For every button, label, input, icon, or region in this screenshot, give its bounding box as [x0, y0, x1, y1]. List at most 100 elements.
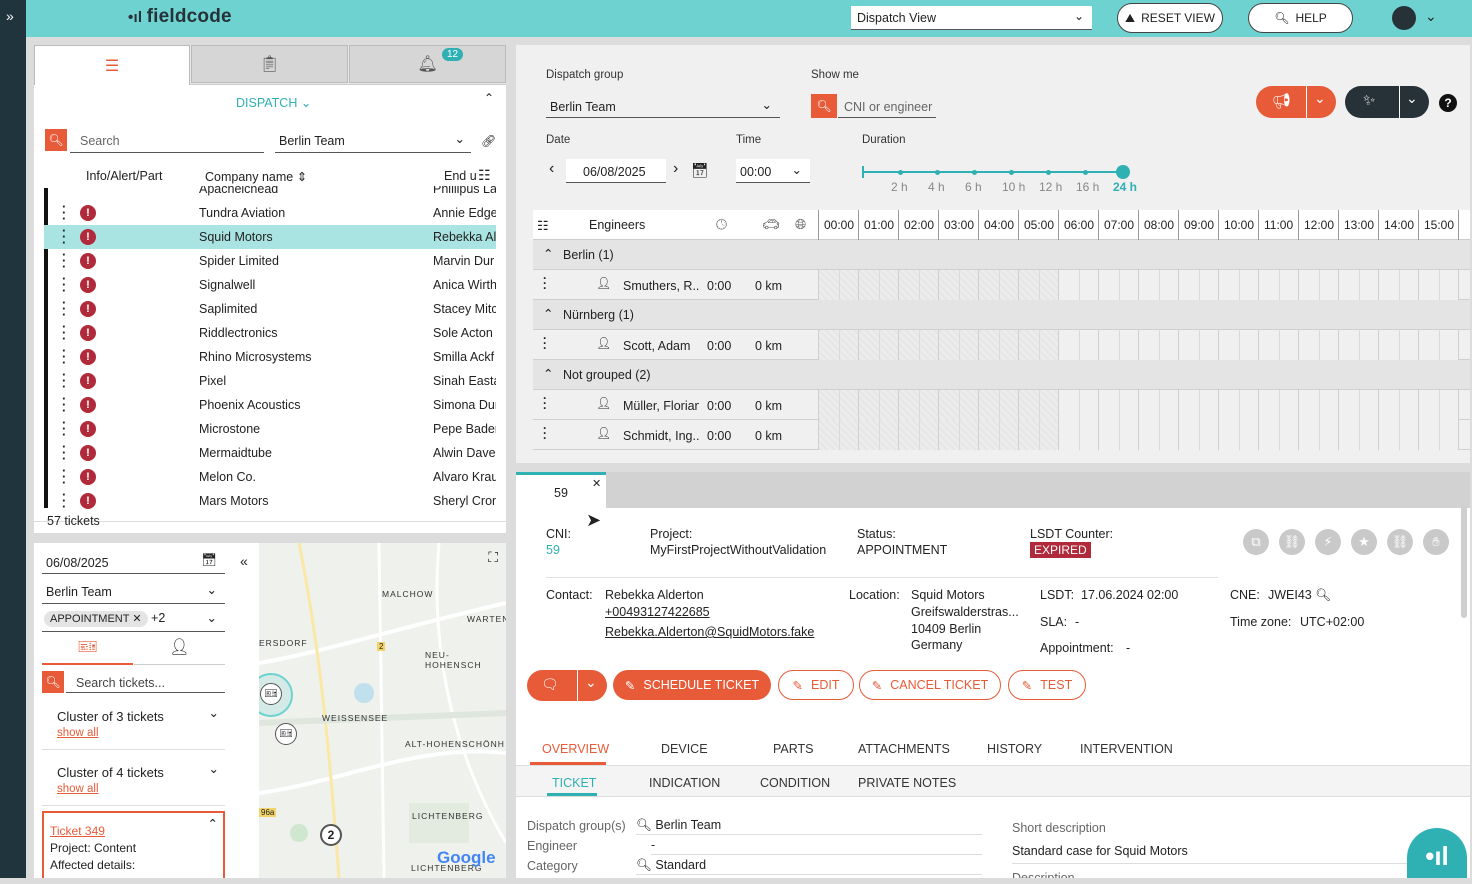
map[interactable]: MALCHOW WARTEN ERSDORF NEU-HOHENSCH WEIS…: [259, 543, 506, 878]
table-row[interactable]: · · ·! Melon Co. Alvaro Kraul: [44, 464, 496, 489]
timeline-cell[interactable]: [858, 420, 898, 450]
timeline-cell[interactable]: [1418, 390, 1458, 420]
search-tickets-input[interactable]: Search tickets...: [66, 671, 225, 693]
row-menu-icon[interactable]: · · ·: [62, 415, 66, 442]
duration-step-dot[interactable]: [1009, 170, 1014, 175]
cancel-ticket-button[interactable]: ✎ CANCEL TICKET: [859, 670, 1001, 700]
table-row[interactable]: · · ·! Riddlectronics Sole Acton: [44, 320, 496, 345]
row-menu-icon[interactable]: · · ·: [543, 331, 547, 355]
megaphone-icon[interactable]: 📢︎: [1272, 93, 1292, 110]
timeline-cell[interactable]: [1138, 270, 1178, 300]
duration-step-dot[interactable]: [1046, 170, 1051, 175]
row-menu-icon[interactable]: · · ·: [62, 247, 66, 274]
timeline-cell[interactable]: [1298, 390, 1338, 420]
search-input[interactable]: Search: [70, 129, 264, 153]
row-menu-icon[interactable]: · · ·: [62, 199, 66, 226]
timeline-cell[interactable]: [938, 270, 978, 300]
contact-phone-link[interactable]: +00493127422685: [605, 605, 710, 619]
timeline-cell[interactable]: [1298, 270, 1338, 300]
collapsed-sidebar[interactable]: »: [0, 0, 26, 878]
globe-icon[interactable]: 🌐︎: [795, 216, 807, 232]
timeline-cell[interactable]: [898, 390, 938, 420]
timeline-cell[interactable]: [1138, 330, 1178, 360]
duration-step-dot[interactable]: [1083, 170, 1088, 175]
tab-attachments[interactable]: ATTACHMENTS: [858, 742, 950, 756]
tab-intervention[interactable]: INTERVENTION: [1080, 742, 1173, 756]
row-menu-icon[interactable]: · · ·: [62, 391, 66, 418]
timeline-cell[interactable]: [1338, 270, 1378, 300]
lightning-icon[interactable]: ⚡︎: [1315, 529, 1341, 555]
row-menu-icon[interactable]: · · ·: [543, 421, 547, 445]
cluster-item[interactable]: Cluster of 3 tickets show all ⌄: [42, 700, 225, 750]
magic-wand-icon[interactable]: ✨︎: [1363, 92, 1376, 109]
ticket-card[interactable]: Ticket 349 Project: Content Affected det…: [42, 811, 225, 878]
search-icon[interactable]: 🔍︎: [811, 94, 837, 118]
engineer-row[interactable]: · · · 👤︎ Smuthers, R... 0:00 0 km: [533, 270, 1470, 300]
timeline-cell[interactable]: [938, 420, 978, 450]
dispatch-dropdown[interactable]: DISPATCH ⌄: [236, 96, 312, 110]
chevron-up-icon[interactable]: ⌃: [543, 247, 554, 261]
col-company[interactable]: Company name ⇕: [205, 170, 308, 184]
col-enduser[interactable]: End u: [444, 169, 477, 183]
col-info[interactable]: Info/Alert/Part: [86, 169, 163, 183]
engineer-group-row[interactable]: ⌃ Berlin (1): [533, 240, 1470, 270]
engineer-group-row[interactable]: ⌃ Nürnberg (1): [533, 300, 1470, 330]
expand-sidebar-icon[interactable]: »: [6, 8, 14, 24]
dispatch-group-field[interactable]: 🔍︎ Berlin Team: [636, 818, 982, 835]
timeline-cell[interactable]: [1058, 420, 1098, 450]
timeline-cell[interactable]: [1098, 390, 1138, 420]
engineer-name[interactable]: Scott, Adam: [623, 339, 691, 353]
view-select[interactable]: Dispatch View ⌄: [851, 6, 1092, 30]
date-input[interactable]: 06/08/2025: [566, 159, 666, 183]
row-menu-icon[interactable]: · · ·: [543, 391, 547, 415]
engineer-name[interactable]: Smuthers, R...: [623, 279, 699, 293]
timeline-cell[interactable]: [858, 390, 898, 420]
test-button[interactable]: ✎ TEST: [1008, 670, 1086, 700]
timeline-cell[interactable]: [1458, 270, 1470, 300]
search-icon[interactable]: 🔍︎: [45, 129, 67, 151]
duration-option[interactable]: 24 h: [1113, 180, 1138, 194]
timeline-cell[interactable]: [938, 330, 978, 360]
team-select[interactable]: Berlin Team ⌄: [275, 129, 471, 153]
next-day-icon[interactable]: ›: [673, 160, 679, 177]
tab-overview[interactable]: OVERVIEW: [542, 742, 610, 756]
engineer-group-row[interactable]: ⌃ Not grouped (2): [533, 360, 1470, 390]
timeline-cell[interactable]: [1338, 330, 1378, 360]
schedule-ticket-button[interactable]: ✎ SCHEDULE TICKET: [613, 670, 771, 700]
timeline-cell[interactable]: [1018, 270, 1058, 300]
chat-icon[interactable]: 🗨︎: [541, 676, 559, 692]
timeline-cell[interactable]: [938, 390, 978, 420]
timeline-cell[interactable]: [818, 330, 858, 360]
time-select[interactable]: 00:00 ⌄: [736, 159, 810, 183]
timeline-cell[interactable]: [1018, 420, 1058, 450]
user-menu-chevron-icon[interactable]: ⌄: [1425, 8, 1437, 24]
timeline-cell[interactable]: [1258, 330, 1298, 360]
table-row[interactable]: · · ·! Tundra Aviation Annie Edge: [44, 199, 496, 226]
table-row[interactable]: · · ·! Pixel Sinah Easta: [44, 367, 496, 394]
edit-button[interactable]: ✎ EDIT: [778, 670, 854, 700]
engineer-name[interactable]: Müller, Florian: [623, 399, 699, 413]
timeline-cell[interactable]: [1378, 390, 1418, 420]
timeline-cell[interactable]: [858, 330, 898, 360]
assistant-fab[interactable]: •ıl: [1407, 828, 1467, 878]
timeline-cell[interactable]: [1338, 420, 1378, 450]
subtab-private-notes[interactable]: PRIVATE NOTES: [858, 776, 957, 790]
hand-icon[interactable]: ✋︎: [1423, 529, 1449, 555]
chevron-up-icon[interactable]: ⌃: [543, 367, 554, 381]
timeline-cell[interactable]: [1378, 420, 1418, 450]
timeline-cell[interactable]: [1378, 270, 1418, 300]
timeline-cell[interactable]: [1258, 420, 1298, 450]
subtab-indication[interactable]: INDICATION: [649, 776, 721, 790]
clock-icon[interactable]: 🕓︎: [716, 216, 728, 232]
timeline-cell[interactable]: [1258, 270, 1298, 300]
timeline-cell[interactable]: [1418, 330, 1458, 360]
timeline-cell[interactable]: [818, 270, 858, 300]
tab-engineers[interactable]: 👤︎: [134, 637, 225, 665]
row-menu-icon[interactable]: · · ·: [62, 367, 66, 394]
tab-history[interactable]: HISTORY: [987, 742, 1043, 756]
help-icon[interactable]: ?: [1439, 94, 1457, 112]
timeline-cell[interactable]: [1298, 420, 1338, 450]
collapse-left-icon[interactable]: «: [240, 553, 248, 569]
engineer-name[interactable]: Schmidt, Ing...: [623, 429, 699, 443]
star-icon[interactable]: ★: [1351, 529, 1377, 555]
